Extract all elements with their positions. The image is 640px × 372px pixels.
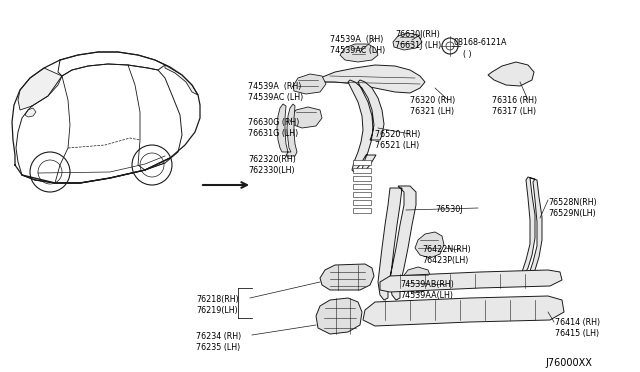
Polygon shape <box>363 296 564 326</box>
Bar <box>353 176 371 181</box>
Text: 76423P(LH): 76423P(LH) <box>422 256 468 265</box>
Bar <box>353 192 371 197</box>
Text: 76415 (LH): 76415 (LH) <box>555 329 599 338</box>
Text: 76631G (LH): 76631G (LH) <box>248 129 298 138</box>
Text: 76530J: 76530J <box>435 205 463 214</box>
Bar <box>353 208 371 213</box>
Text: 762320(RH): 762320(RH) <box>248 155 296 164</box>
Polygon shape <box>522 177 542 277</box>
Text: 08168-6121A: 08168-6121A <box>453 38 506 47</box>
Text: 74539A  (RH): 74539A (RH) <box>248 82 301 91</box>
Polygon shape <box>320 65 425 93</box>
Text: 74539AA(LH): 74539AA(LH) <box>400 291 453 300</box>
Polygon shape <box>393 33 422 50</box>
Text: 76630G (RH): 76630G (RH) <box>248 118 300 127</box>
Text: 74539AC (LH): 74539AC (LH) <box>330 46 385 55</box>
Polygon shape <box>402 267 432 293</box>
Polygon shape <box>277 104 297 156</box>
Polygon shape <box>316 298 362 334</box>
Polygon shape <box>348 80 384 172</box>
Text: 76317 (LH): 76317 (LH) <box>492 107 536 116</box>
Polygon shape <box>25 108 36 117</box>
Text: 76521 (LH): 76521 (LH) <box>375 141 419 150</box>
Text: 76218(RH): 76218(RH) <box>196 295 239 304</box>
Text: 76321 (LH): 76321 (LH) <box>410 107 454 116</box>
Text: 76316 (RH): 76316 (RH) <box>492 96 537 105</box>
Polygon shape <box>293 74 326 94</box>
Text: 762330(LH): 762330(LH) <box>248 166 294 175</box>
Text: ( ): ( ) <box>463 50 472 59</box>
Polygon shape <box>290 107 322 128</box>
Text: 76630J(RH): 76630J(RH) <box>395 30 440 39</box>
Polygon shape <box>320 264 374 290</box>
Text: 74539AC (LH): 74539AC (LH) <box>248 93 303 102</box>
Text: J76000XX: J76000XX <box>545 358 592 368</box>
Text: 74539AB(RH): 74539AB(RH) <box>400 280 454 289</box>
Text: 76235 (LH): 76235 (LH) <box>196 343 240 352</box>
Text: 76529N(LH): 76529N(LH) <box>548 209 596 218</box>
Text: 76631J (LH): 76631J (LH) <box>395 41 441 50</box>
Text: 76520 (RH): 76520 (RH) <box>375 130 420 139</box>
Polygon shape <box>380 270 562 292</box>
Polygon shape <box>165 65 198 95</box>
Polygon shape <box>340 44 378 62</box>
Polygon shape <box>488 62 534 86</box>
Text: 76320 (RH): 76320 (RH) <box>410 96 455 105</box>
Bar <box>353 184 371 189</box>
Bar <box>353 160 371 165</box>
Polygon shape <box>18 68 62 110</box>
Text: 74539A  (RH): 74539A (RH) <box>330 35 383 44</box>
Text: 76219(LH): 76219(LH) <box>196 306 237 315</box>
Text: 76528N(RH): 76528N(RH) <box>548 198 596 207</box>
Text: 76234 (RH): 76234 (RH) <box>196 332 241 341</box>
Text: 76422N(RH): 76422N(RH) <box>422 245 471 254</box>
Polygon shape <box>378 186 416 300</box>
Polygon shape <box>415 232 444 258</box>
Text: 76414 (RH): 76414 (RH) <box>555 318 600 327</box>
Bar <box>353 200 371 205</box>
Bar <box>353 168 371 173</box>
